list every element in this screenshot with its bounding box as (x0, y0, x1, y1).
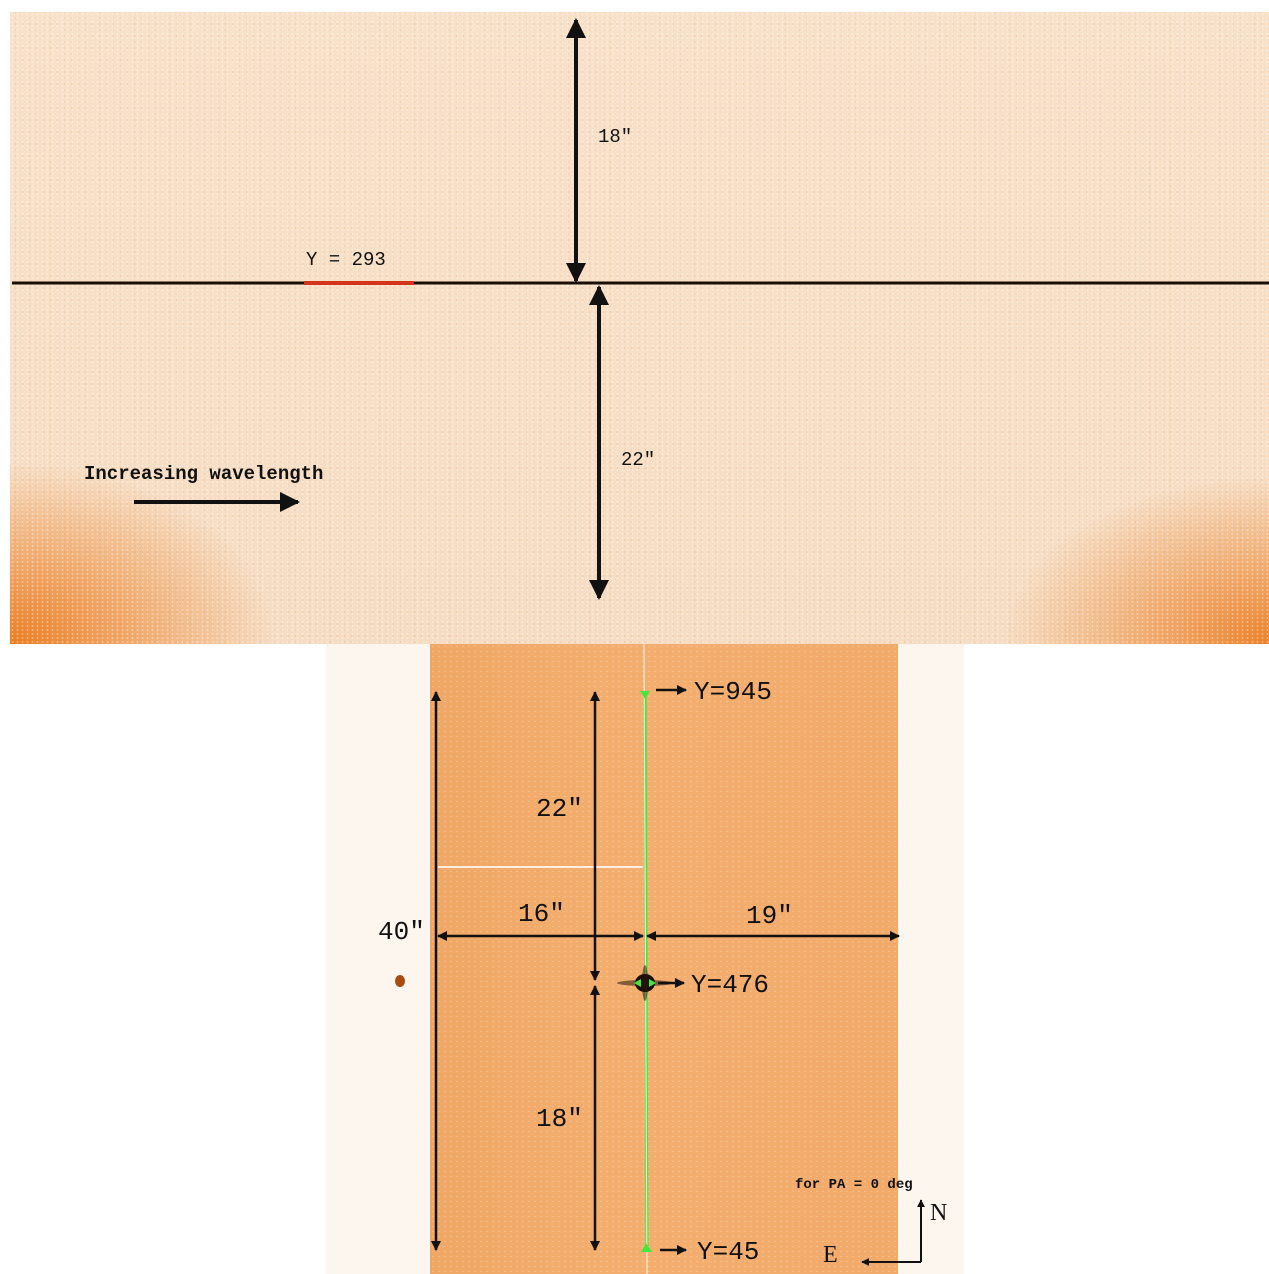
row-label: Y = 293 (306, 249, 386, 271)
north-label: N (930, 1200, 947, 1226)
slit-field-band (430, 644, 898, 1274)
lower-extent-label-b: 18" (536, 1104, 583, 1134)
spectrum-image (10, 12, 1269, 644)
target-star (617, 965, 673, 1001)
y-center-label: Y=476 (691, 970, 769, 1000)
slit-edge (643, 643, 648, 1274)
total-extent-label: 40" (378, 917, 425, 947)
right-extent-label: 19" (746, 901, 793, 931)
lower-extent-label: 22" (621, 449, 655, 471)
field-star (395, 975, 405, 987)
upper-extent-label-b: 22" (536, 794, 583, 824)
y-bottom-label: Y=45 (697, 1237, 759, 1267)
wavelength-label: Increasing wavelength (84, 463, 323, 485)
left-extent-label: 16" (518, 899, 565, 929)
upper-extent-label: 18" (598, 126, 632, 148)
slit-bottom-marker (641, 1243, 652, 1252)
pa-note: for PA = 0 deg (795, 1177, 913, 1193)
east-label: E (823, 1242, 838, 1268)
y-top-label: Y=945 (694, 677, 772, 707)
slit-top-marker (640, 691, 650, 699)
